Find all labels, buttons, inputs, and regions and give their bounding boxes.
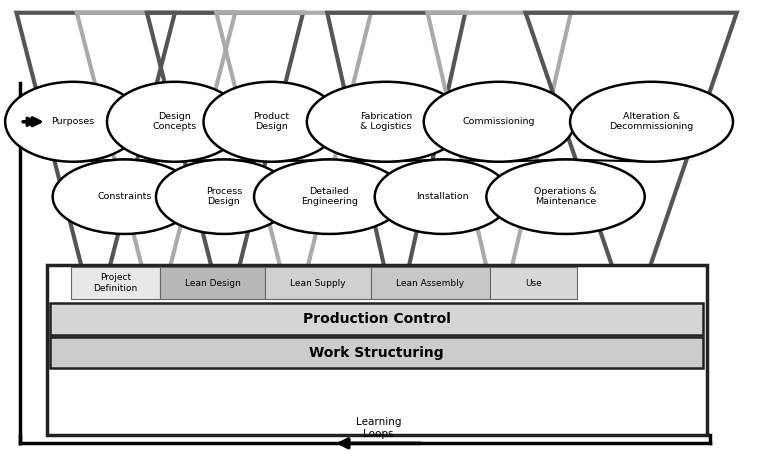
Text: Product
Design: Product Design	[254, 112, 289, 132]
Ellipse shape	[254, 159, 405, 234]
Text: Use: Use	[525, 278, 542, 287]
Bar	[47, 265, 706, 435]
Ellipse shape	[107, 82, 243, 162]
Bar	[160, 267, 266, 299]
Ellipse shape	[424, 82, 575, 162]
Text: Lean Design: Lean Design	[185, 278, 241, 287]
Text: Operations &
Maintenance: Operations & Maintenance	[534, 187, 597, 207]
Text: Production Control: Production Control	[303, 312, 450, 326]
Bar	[51, 303, 702, 335]
Text: Commissioning: Commissioning	[463, 117, 535, 126]
Text: Constraints: Constraints	[97, 192, 151, 201]
Text: Alteration &
Decommissioning: Alteration & Decommissioning	[609, 112, 693, 132]
Bar	[266, 267, 371, 299]
Ellipse shape	[53, 159, 196, 234]
Bar	[51, 337, 702, 368]
Ellipse shape	[486, 159, 645, 234]
Text: Project
Definition: Project Definition	[93, 273, 138, 292]
Ellipse shape	[204, 82, 339, 162]
Text: Work Structuring: Work Structuring	[310, 345, 444, 360]
Text: Design
Concepts: Design Concepts	[153, 112, 197, 132]
Ellipse shape	[156, 159, 291, 234]
Text: Installation: Installation	[416, 192, 469, 201]
Text: Detailed
Engineering: Detailed Engineering	[301, 187, 358, 207]
Text: Lean Assembly: Lean Assembly	[397, 278, 465, 287]
Text: Fabrication
& Logistics: Fabrication & Logistics	[360, 112, 412, 132]
Ellipse shape	[375, 159, 510, 234]
Ellipse shape	[5, 82, 141, 162]
Text: Process
Design: Process Design	[206, 187, 242, 207]
Bar	[70, 267, 160, 299]
Text: Learning
Loops: Learning Loops	[356, 417, 401, 439]
Ellipse shape	[570, 82, 733, 162]
Bar	[371, 267, 490, 299]
Text: Purposes: Purposes	[51, 117, 95, 126]
Ellipse shape	[307, 82, 466, 162]
Text: Lean Supply: Lean Supply	[291, 278, 346, 287]
Bar	[490, 267, 577, 299]
